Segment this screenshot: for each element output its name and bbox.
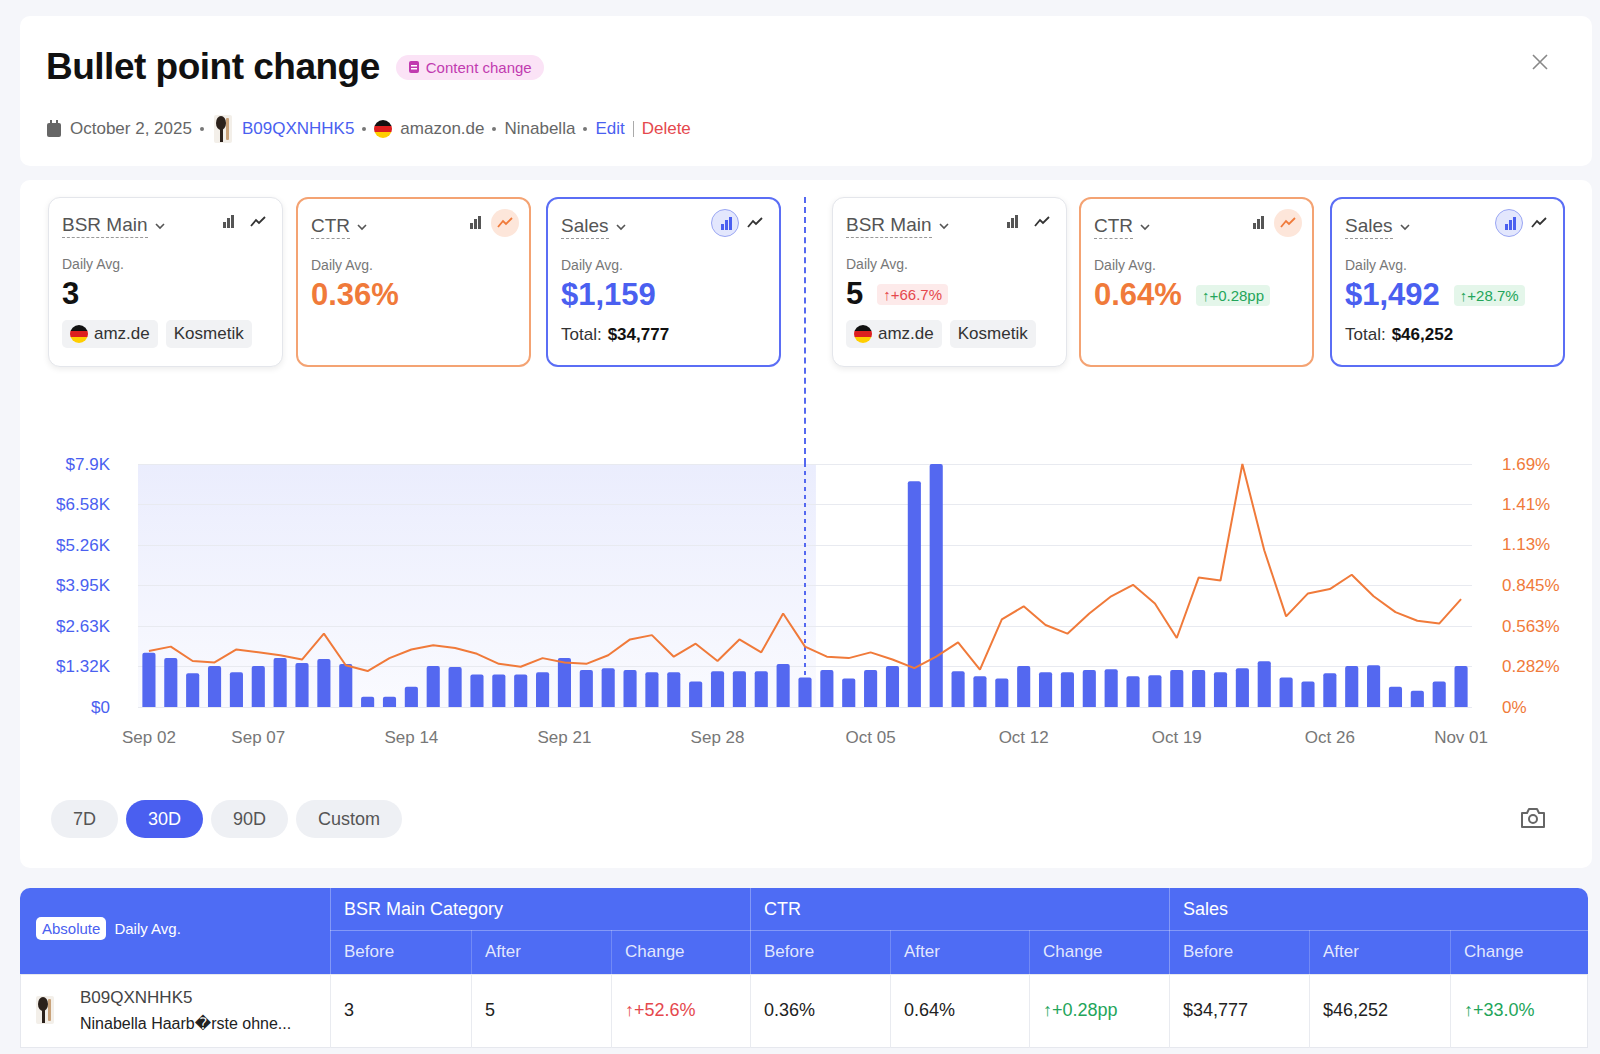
svg-text:Sep 14: Sep 14 bbox=[384, 728, 438, 747]
html-text:Total: $34,777: Total: $34,777 bbox=[561, 325, 670, 344]
html-text:B09QXNHHK5: B09QXNHHK5 bbox=[80, 988, 193, 1007]
html-text:↑+0.28pp: ↑+0.28pp bbox=[1043, 1000, 1118, 1020]
html-text:90D: 90D bbox=[233, 809, 267, 829]
html-text:Sales: Sales bbox=[1345, 215, 1393, 236]
svg-text:$5.26K: $5.26K bbox=[56, 536, 111, 555]
html-text:CTR: CTR bbox=[311, 215, 351, 236]
html-text:October 2, 2025: October 2, 2025 bbox=[70, 119, 192, 138]
html-text:BSR Main: BSR Main bbox=[846, 214, 932, 235]
html-text:↑+66.7%: ↑+66.7% bbox=[883, 285, 942, 303]
svg-text:$2.63K: $2.63K bbox=[56, 617, 111, 636]
svg-text:0.563%: 0.563% bbox=[1502, 617, 1560, 636]
svg-text:Sep 28: Sep 28 bbox=[691, 728, 745, 747]
html-text:Delete: Delete bbox=[641, 119, 691, 138]
html-text:↑+28.7%: ↑+28.7% bbox=[1459, 286, 1519, 304]
html-text:↑+33.0%: ↑+33.0% bbox=[1464, 1000, 1535, 1020]
html-text:Absolute: Absolute bbox=[42, 920, 101, 937]
svg-text:Oct 26: Oct 26 bbox=[1305, 728, 1355, 747]
svg-text:$6.58K: $6.58K bbox=[56, 495, 111, 514]
svg-text:$7.9K: $7.9K bbox=[66, 455, 111, 474]
html-text:$1,492: $1,492 bbox=[1345, 277, 1440, 312]
html-text:Change: Change bbox=[625, 942, 685, 961]
html-text:↑+0.28pp: ↑+0.28pp bbox=[1201, 286, 1264, 304]
html-text:amz.de: amz.de bbox=[94, 324, 150, 343]
html-text:Daily Avg.: Daily Avg. bbox=[1345, 257, 1407, 273]
html-text:Before: Before bbox=[344, 942, 395, 961]
html-text:Bullet point change: Bullet point change bbox=[46, 46, 380, 87]
html-text:After: After bbox=[485, 942, 521, 961]
html-text:5: 5 bbox=[846, 276, 864, 311]
html-text:Sales: Sales bbox=[1183, 899, 1228, 919]
html-text:Change: Change bbox=[1043, 942, 1103, 961]
html-text:CTR: CTR bbox=[764, 899, 801, 919]
html-text:$46,252: $46,252 bbox=[1323, 1000, 1389, 1020]
svg-text:1.13%: 1.13% bbox=[1502, 535, 1550, 554]
svg-text:Sep 21: Sep 21 bbox=[537, 728, 591, 747]
html-text:Ninabella Haarb�rste ohne...: Ninabella Haarb�rste ohne... bbox=[80, 1015, 292, 1032]
html-text:7D: 7D bbox=[73, 809, 96, 829]
svg-text:Oct 12: Oct 12 bbox=[999, 728, 1049, 747]
html-text:$1,159: $1,159 bbox=[561, 277, 656, 312]
svg-text:$1.32K: $1.32K bbox=[56, 657, 111, 676]
html-text:3: 3 bbox=[62, 276, 80, 311]
html-text:Change: Change bbox=[1464, 942, 1524, 961]
html-text:0.36%: 0.36% bbox=[764, 1000, 815, 1020]
html-text:Daily Avg.: Daily Avg. bbox=[1094, 257, 1156, 273]
html-text:0.36%: 0.36% bbox=[311, 277, 399, 312]
html-text:After: After bbox=[1323, 942, 1359, 961]
html-text:0.64%: 0.64% bbox=[904, 1000, 955, 1020]
html-text:Before: Before bbox=[1183, 942, 1234, 961]
html-text:After: After bbox=[904, 942, 940, 961]
html-text:$34,777: $34,777 bbox=[1183, 1000, 1249, 1020]
html-text:5: 5 bbox=[485, 1000, 495, 1020]
svg-text:$3.95K: $3.95K bbox=[56, 576, 111, 595]
html-text:amz.de: amz.de bbox=[878, 324, 934, 343]
svg-text:1.69%: 1.69% bbox=[1502, 455, 1550, 474]
html-text:Before: Before bbox=[764, 942, 815, 961]
html-text:3: 3 bbox=[344, 1000, 354, 1020]
html-text:Daily Avg.: Daily Avg. bbox=[561, 257, 623, 273]
svg-text:Oct 05: Oct 05 bbox=[846, 728, 896, 747]
html-text:↑+52.6%: ↑+52.6% bbox=[625, 1000, 696, 1020]
html-text:Edit: Edit bbox=[595, 119, 625, 138]
html-text:Ninabella: Ninabella bbox=[504, 119, 576, 138]
html-text:Daily Avg.: Daily Avg. bbox=[311, 257, 373, 273]
html-text:Kosmetik: Kosmetik bbox=[173, 324, 244, 343]
svg-text:Sep 07: Sep 07 bbox=[231, 728, 285, 747]
svg-text:0.282%: 0.282% bbox=[1502, 657, 1560, 676]
html-text:Kosmetik: Kosmetik bbox=[957, 324, 1028, 343]
html-text:30D: 30D bbox=[148, 809, 181, 829]
html-text:Daily Avg.: Daily Avg. bbox=[846, 256, 908, 272]
html-text:CTR: CTR bbox=[1094, 215, 1134, 236]
svg-text:0.845%: 0.845% bbox=[1502, 576, 1560, 595]
html-text:Daily Avg.: Daily Avg. bbox=[62, 256, 124, 272]
html-text:BSR Main Category: BSR Main Category bbox=[344, 899, 504, 919]
html-text:amazon.de: amazon.de bbox=[400, 119, 485, 138]
html-text:B09QXNHHK5: B09QXNHHK5 bbox=[241, 119, 355, 138]
html-text:Daily Avg.: Daily Avg. bbox=[114, 920, 181, 937]
html-text:Custom: Custom bbox=[318, 809, 381, 829]
html-text:Content change: Content change bbox=[425, 58, 532, 76]
svg-text:0%: 0% bbox=[1502, 698, 1527, 717]
svg-text:$0: $0 bbox=[91, 698, 110, 717]
html-text:Total: $46,252: Total: $46,252 bbox=[1345, 325, 1454, 344]
html-text:0.64%: 0.64% bbox=[1094, 277, 1182, 312]
html-text:Sales: Sales bbox=[561, 215, 609, 236]
svg-text:Oct 19: Oct 19 bbox=[1152, 728, 1202, 747]
html-text:BSR Main: BSR Main bbox=[62, 214, 148, 235]
svg-text:Nov 01: Nov 01 bbox=[1434, 728, 1488, 747]
svg-text:1.41%: 1.41% bbox=[1502, 495, 1550, 514]
svg-text:Sep 02: Sep 02 bbox=[122, 728, 176, 747]
